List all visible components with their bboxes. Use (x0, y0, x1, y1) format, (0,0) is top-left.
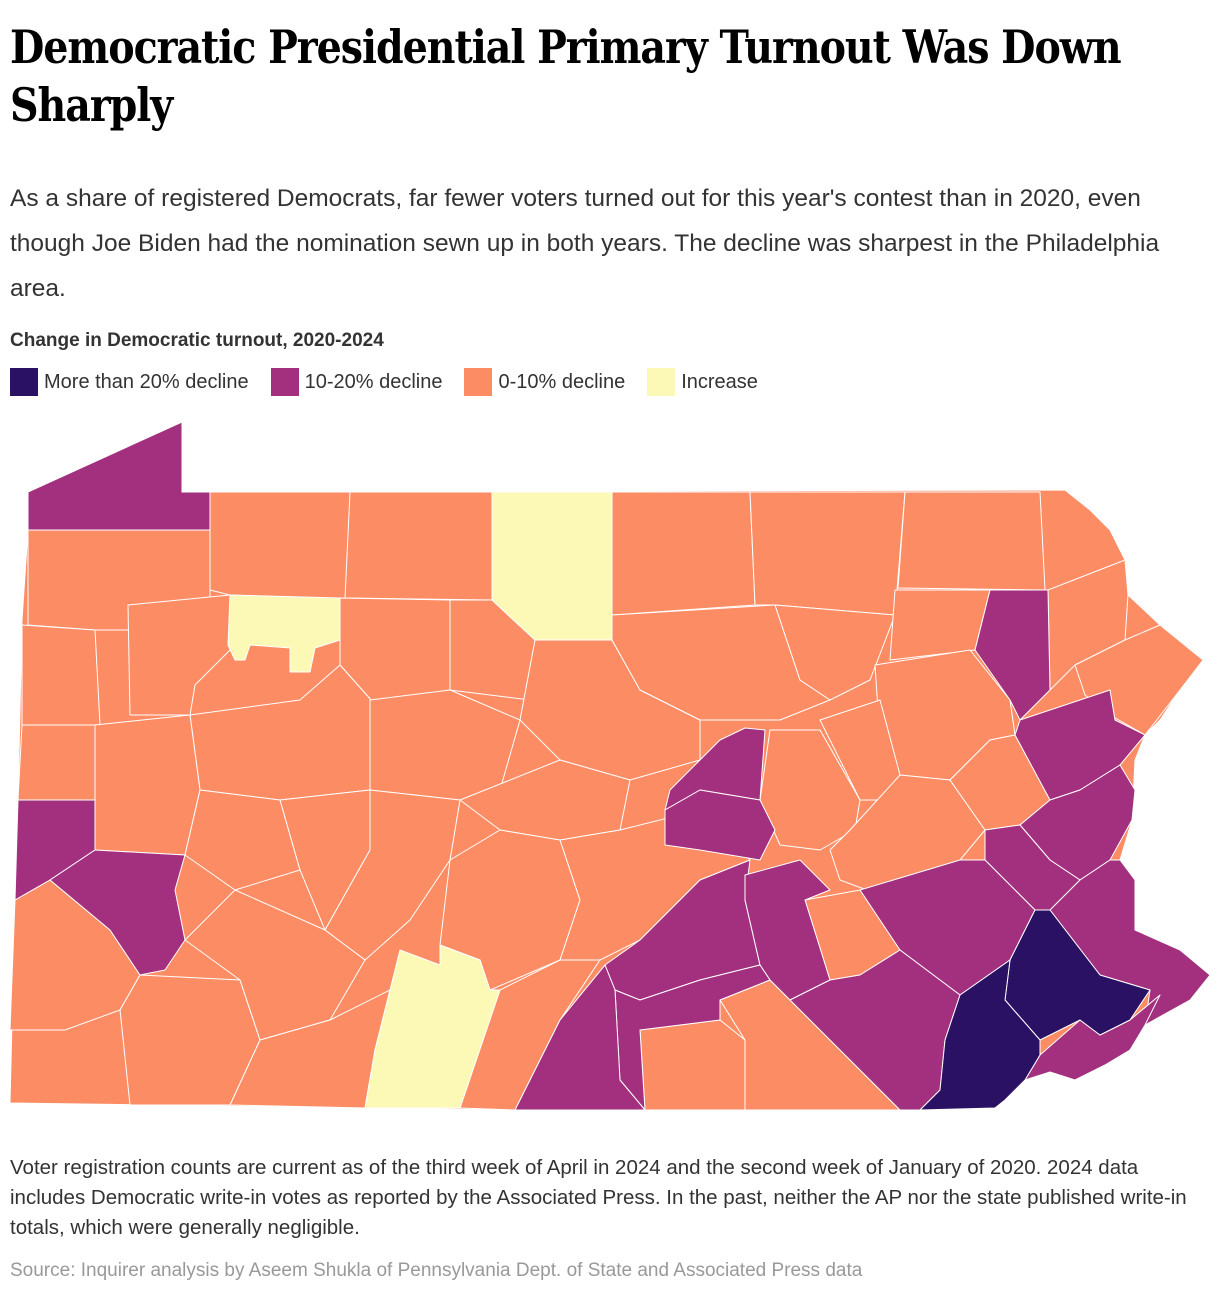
county (17, 724, 101, 801)
legend-swatch (270, 368, 299, 396)
legend-label: More than 20% decline (44, 370, 249, 393)
county-allegheny (49, 849, 186, 976)
legend-item-0-10: 0-10% decline (464, 368, 625, 396)
legend-swatch (464, 368, 493, 396)
counties-more-than-20 (919, 909, 1151, 1111)
philadelphia-area (1005, 1072, 1075, 1108)
legend-title: Change in Democratic turnout, 2020-2024 (10, 330, 384, 351)
legend-item-10-20: 10-20% decline (270, 368, 443, 396)
county (611, 491, 756, 616)
county (639, 1019, 746, 1111)
county (209, 491, 351, 601)
chart-title: Democratic Presidential Primary Turnout … (10, 20, 1122, 132)
pennsylvania-county-map (9, 421, 1211, 1111)
source-credit: Source: Inquirer analysis by Aseem Shukl… (10, 1260, 863, 1281)
counties-0-10 (9, 491, 1204, 1111)
county (324, 789, 461, 961)
county (774, 604, 896, 701)
county-forest (227, 594, 341, 673)
legend-label: 0-10% decline (498, 370, 626, 393)
legend-label: Increase (681, 370, 758, 393)
county (94, 714, 201, 856)
county-potter (491, 491, 613, 641)
county-erie (27, 421, 211, 531)
county (344, 491, 493, 601)
county (897, 491, 1046, 591)
legend-item-more-than-20: More than 20% decline (10, 368, 249, 396)
legend-label: 10-20% decline (304, 370, 443, 393)
county (21, 624, 101, 726)
footnote: Voter registration counts are current as… (10, 1156, 1187, 1239)
county (749, 491, 906, 616)
county-bedford-fulton (364, 944, 501, 1109)
county (184, 789, 301, 891)
legend-item-increase: Increase (647, 368, 758, 396)
legend-swatch (10, 368, 38, 396)
county-franklin (514, 964, 646, 1111)
legend-swatch (647, 368, 676, 396)
chart-subtitle: As a share of registered Democrats, far … (10, 185, 1160, 302)
county-union (664, 789, 776, 861)
county-delaware-area (1024, 994, 1161, 1081)
counties-increase (227, 491, 613, 1109)
counties-10-20 (14, 421, 1211, 1111)
legend: More than 20% decline 10-20% decline 0-1… (10, 368, 780, 396)
